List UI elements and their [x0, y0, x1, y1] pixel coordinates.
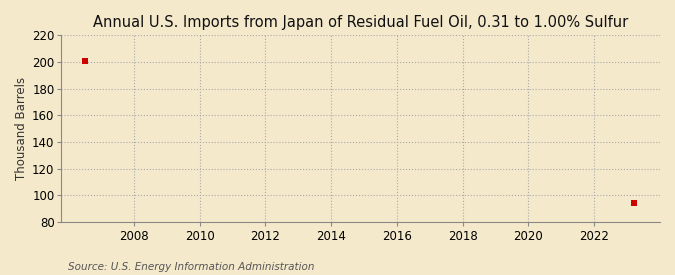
- Text: Source: U.S. Energy Information Administration: Source: U.S. Energy Information Administ…: [68, 262, 314, 272]
- Y-axis label: Thousand Barrels: Thousand Barrels: [15, 77, 28, 180]
- Title: Annual U.S. Imports from Japan of Residual Fuel Oil, 0.31 to 1.00% Sulfur: Annual U.S. Imports from Japan of Residu…: [93, 15, 628, 30]
